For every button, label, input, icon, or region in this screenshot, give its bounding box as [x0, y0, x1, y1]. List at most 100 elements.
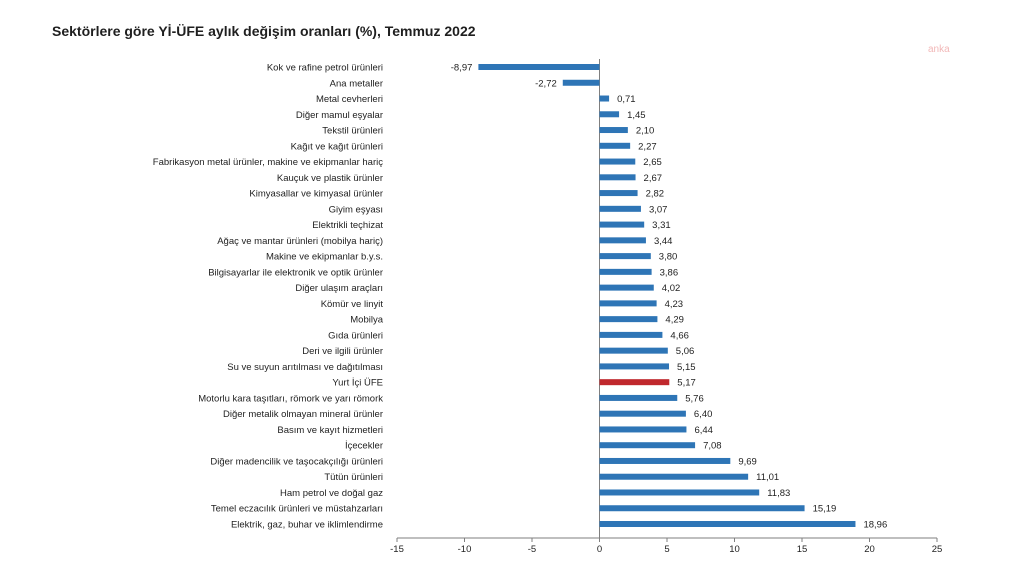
data-label: 3,07: [649, 204, 668, 215]
bar: [599, 521, 856, 527]
x-tick-label: -15: [390, 544, 404, 555]
category-label: Diğer mamul eşyalar: [296, 110, 383, 121]
bar: [599, 142, 631, 149]
bar: [599, 473, 749, 480]
bar: [599, 442, 696, 449]
data-label: 9,69: [738, 456, 757, 467]
x-tick-label: 5: [664, 544, 669, 555]
category-label: Ağaç ve mantar ürünleri (mobilya hariç): [217, 236, 383, 247]
data-label: 3,44: [654, 236, 673, 247]
bar: [599, 237, 646, 244]
data-label: 0,71: [617, 94, 636, 105]
data-label: 3,86: [660, 267, 679, 278]
data-label: 11,01: [756, 472, 779, 483]
data-label: 4,29: [665, 315, 684, 326]
category-label: Makine ve ekipmanlar b.y.s.: [266, 252, 383, 263]
bar: [599, 489, 760, 496]
data-label: 3,31: [652, 220, 671, 231]
bar: [562, 79, 600, 86]
data-label: 18,96: [863, 520, 887, 531]
category-label: Elektrik, gaz, buhar ve iklimlendirme: [231, 520, 383, 531]
x-tick-label: 25: [932, 544, 943, 555]
data-label: 6,40: [694, 409, 713, 420]
category-label: Kauçuk ve plastik ürünler: [277, 173, 383, 184]
data-label: 2,10: [636, 126, 655, 137]
bar: [599, 174, 636, 181]
category-label: Kimyasallar ve kimyasal ürünler: [249, 189, 383, 200]
category-label: Su ve suyun arıtılması ve dağıtılması: [227, 362, 383, 373]
data-label: 15,19: [813, 504, 837, 515]
x-tick-label: 20: [864, 544, 875, 555]
data-label: -2,72: [535, 78, 557, 89]
data-label: 2,65: [643, 157, 662, 168]
category-label: Mobilya: [350, 315, 383, 326]
bar: [599, 253, 651, 260]
category-label: Ana metaller: [330, 78, 383, 89]
category-label: Tütün ürünleri: [324, 472, 383, 483]
category-label: Basım ve kayıt hizmetleri: [277, 425, 383, 436]
x-tick-label: 10: [729, 544, 740, 555]
chart-title: Sektörlere göre Yİ-ÜFE aylık değişim ora…: [52, 23, 476, 39]
bar: [599, 347, 668, 354]
data-label: 6,44: [694, 425, 713, 436]
data-label: 2,82: [646, 189, 665, 200]
data-label: 5,06: [676, 346, 695, 357]
data-label: 5,76: [685, 393, 704, 404]
bar: [599, 331, 663, 338]
bar: [599, 127, 628, 134]
bar: [599, 379, 670, 386]
watermark-logo: anka: [928, 44, 950, 55]
bar: [599, 426, 687, 433]
category-label: Yurt İçi ÜFE: [332, 378, 383, 389]
bar: [599, 268, 652, 275]
category-label: Diğer ulaşım araçları: [295, 283, 383, 294]
data-label: 4,02: [662, 283, 681, 294]
x-tick-label: -5: [528, 544, 536, 555]
category-label: Kağıt ve kağıt ürünleri: [291, 141, 383, 152]
bar: [599, 95, 610, 102]
category-label: Kok ve rafine petrol ürünleri: [267, 63, 383, 74]
data-label: -8,97: [451, 63, 473, 74]
category-label: İçecekler: [345, 441, 383, 452]
x-tick-label: -10: [458, 544, 472, 555]
data-label: 3,80: [659, 252, 678, 263]
category-label: Giyim eşyası: [329, 204, 383, 215]
data-label: 5,15: [677, 362, 696, 373]
bar: [599, 190, 638, 197]
data-label: 2,67: [644, 173, 663, 184]
bar: [599, 505, 805, 512]
category-label: Kömür ve linyit: [321, 299, 384, 310]
category-label: Ham petrol ve doğal gaz: [280, 488, 383, 499]
data-label: 5,17: [677, 378, 696, 389]
category-label: Metal cevherleri: [316, 94, 383, 105]
data-label: 4,23: [665, 299, 684, 310]
data-label: 4,66: [670, 330, 689, 341]
bar: [599, 394, 678, 401]
bar: [599, 457, 731, 464]
bar: [478, 64, 600, 70]
category-label: Temel eczacılık ürünleri ve müstahzarlar…: [211, 504, 383, 515]
bar: [599, 363, 670, 370]
category-label: Diğer madencilik ve taşocakçılığı ürünle…: [210, 456, 383, 467]
category-label: Motorlu kara taşıtları, römork ve yarı r…: [198, 393, 383, 404]
bar: [599, 158, 636, 165]
bar: [599, 410, 686, 417]
category-label: Tekstil ürünleri: [322, 126, 383, 137]
category-label: Fabrikasyon metal ürünler, makine ve eki…: [153, 157, 383, 168]
bar: [599, 205, 641, 212]
data-label: 2,27: [638, 141, 657, 152]
category-label: Gıda ürünleri: [328, 330, 383, 341]
bar: [599, 284, 654, 291]
category-label: Bilgisayarlar ile elektronik ve optik ür…: [208, 267, 383, 278]
data-label: 11,83: [767, 488, 790, 499]
category-label: Elektrikli teçhizat: [312, 220, 383, 231]
bar: [599, 111, 620, 118]
category-label: Diğer metalik olmayan mineral ürünler: [223, 409, 383, 420]
bar: [599, 316, 658, 323]
bar: [599, 300, 657, 307]
data-label: 7,08: [703, 441, 722, 452]
x-tick-label: 15: [797, 544, 808, 555]
data-label: 1,45: [627, 110, 646, 121]
category-label: Deri ve ilgili ürünler: [302, 346, 383, 357]
